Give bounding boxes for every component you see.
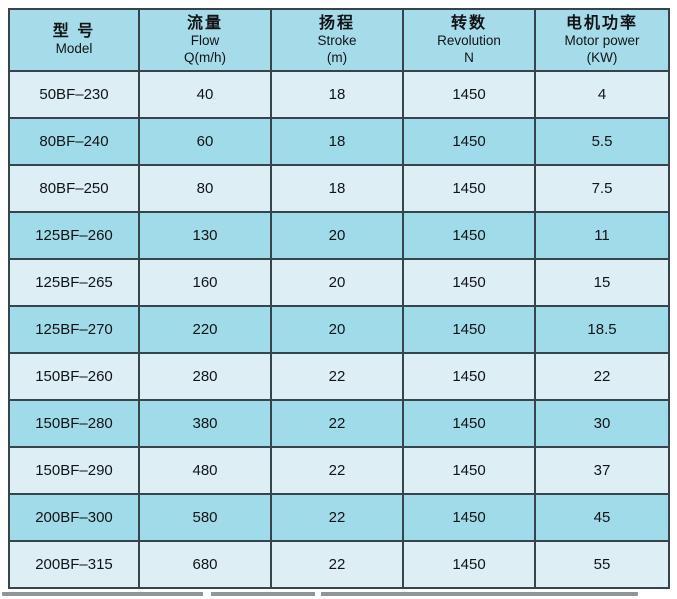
revolution-cell: 1450	[402, 399, 536, 448]
header-cell-motor-power: 电机功率 Motor power (KW)	[534, 8, 670, 72]
motor-power-cell: 7.5	[534, 164, 670, 213]
motor-power-cell: 11	[534, 211, 670, 260]
revolution-cell: 1450	[402, 70, 536, 119]
table-row: 80BF–240 60 18 1450 5.5	[8, 117, 670, 166]
motor-power-cell: 15	[534, 258, 670, 307]
flow-cell: 280	[138, 352, 272, 401]
stroke-cell: 22	[270, 540, 404, 589]
motor-power-cell: 4	[534, 70, 670, 119]
header-stroke-zh: 扬程	[318, 14, 355, 32]
header-stroke-unit: (m)	[326, 49, 348, 65]
pump-spec-table: 型 号 Model 流量 Flow Q(m/h) 扬程 Stroke (m) 转…	[8, 8, 670, 589]
header-stroke-en: Stroke	[317, 32, 357, 48]
revolution-cell: 1450	[402, 258, 536, 307]
flow-cell: 680	[138, 540, 272, 589]
model-cell: 125BF–270	[8, 305, 140, 354]
stroke-cell: 22	[270, 352, 404, 401]
model-cell: 50BF–230	[8, 70, 140, 119]
revolution-cell: 1450	[402, 352, 536, 401]
revolution-cell: 1450	[402, 305, 536, 354]
stroke-cell: 18	[270, 164, 404, 213]
table-row: 150BF–290 480 22 1450 37	[8, 446, 670, 495]
motor-power-cell: 37	[534, 446, 670, 495]
table-drop-shadow	[2, 592, 638, 596]
flow-cell: 160	[138, 258, 272, 307]
table-row: 80BF–250 80 18 1450 7.5	[8, 164, 670, 213]
model-cell: 125BF–260	[8, 211, 140, 260]
table-row: 200BF–315 680 22 1450 55	[8, 540, 670, 589]
header-row: 型 号 Model 流量 Flow Q(m/h) 扬程 Stroke (m) 转…	[8, 8, 670, 72]
table-row: 200BF–300 580 22 1450 45	[8, 493, 670, 542]
header-cell-revolution: 转数 Revolution N	[402, 8, 536, 72]
motor-power-cell: 55	[534, 540, 670, 589]
flow-cell: 60	[138, 117, 272, 166]
header-cell-flow: 流量 Flow Q(m/h)	[138, 8, 272, 72]
revolution-cell: 1450	[402, 211, 536, 260]
header-cell-model: 型 号 Model	[8, 8, 140, 72]
flow-cell: 220	[138, 305, 272, 354]
model-cell: 150BF–290	[8, 446, 140, 495]
flow-cell: 40	[138, 70, 272, 119]
header-flow-unit: Q(m/h)	[184, 49, 226, 65]
table-body: 50BF–230 40 18 1450 4 80BF–240 60 18 145…	[8, 70, 670, 589]
stroke-cell: 18	[270, 117, 404, 166]
stroke-cell: 22	[270, 399, 404, 448]
motor-power-cell: 22	[534, 352, 670, 401]
flow-cell: 580	[138, 493, 272, 542]
header-cell-stroke: 扬程 Stroke (m)	[270, 8, 404, 72]
model-cell: 200BF–300	[8, 493, 140, 542]
revolution-cell: 1450	[402, 164, 536, 213]
motor-power-cell: 30	[534, 399, 670, 448]
stroke-cell: 22	[270, 446, 404, 495]
revolution-cell: 1450	[402, 540, 536, 589]
header-revolution-zh: 转数	[450, 14, 487, 32]
flow-cell: 380	[138, 399, 272, 448]
model-cell: 150BF–280	[8, 399, 140, 448]
model-cell: 80BF–250	[8, 164, 140, 213]
model-cell: 150BF–260	[8, 352, 140, 401]
table-row: 150BF–280 380 22 1450 30	[8, 399, 670, 448]
stroke-cell: 18	[270, 70, 404, 119]
stroke-cell: 22	[270, 493, 404, 542]
header-motor-power-en: Motor power	[564, 32, 640, 48]
motor-power-cell: 5.5	[534, 117, 670, 166]
flow-cell: 80	[138, 164, 272, 213]
header-motor-power-zh: 电机功率	[565, 14, 638, 32]
header-revolution-unit: N	[464, 49, 474, 65]
header-revolution-en: Revolution	[437, 32, 501, 48]
stroke-cell: 20	[270, 211, 404, 260]
revolution-cell: 1450	[402, 117, 536, 166]
table-header: 型 号 Model 流量 Flow Q(m/h) 扬程 Stroke (m) 转…	[8, 8, 670, 72]
model-cell: 125BF–265	[8, 258, 140, 307]
revolution-cell: 1450	[402, 446, 536, 495]
motor-power-cell: 18.5	[534, 305, 670, 354]
motor-power-cell: 45	[534, 493, 670, 542]
header-model-zh: 型 号	[52, 22, 96, 40]
header-motor-power-unit: (KW)	[586, 49, 618, 65]
table-row: 50BF–230 40 18 1450 4	[8, 70, 670, 119]
header-model-en: Model	[55, 41, 93, 57]
flow-cell: 130	[138, 211, 272, 260]
flow-cell: 480	[138, 446, 272, 495]
table-row: 125BF–260 130 20 1450 11	[8, 211, 670, 260]
table-row: 125BF–265 160 20 1450 15	[8, 258, 670, 307]
header-flow-en: Flow	[190, 32, 220, 48]
table-row: 150BF–260 280 22 1450 22	[8, 352, 670, 401]
stroke-cell: 20	[270, 258, 404, 307]
stroke-cell: 20	[270, 305, 404, 354]
header-flow-zh: 流量	[186, 14, 223, 32]
model-cell: 80BF–240	[8, 117, 140, 166]
table-row: 125BF–270 220 20 1450 18.5	[8, 305, 670, 354]
model-cell: 200BF–315	[8, 540, 140, 589]
revolution-cell: 1450	[402, 493, 536, 542]
